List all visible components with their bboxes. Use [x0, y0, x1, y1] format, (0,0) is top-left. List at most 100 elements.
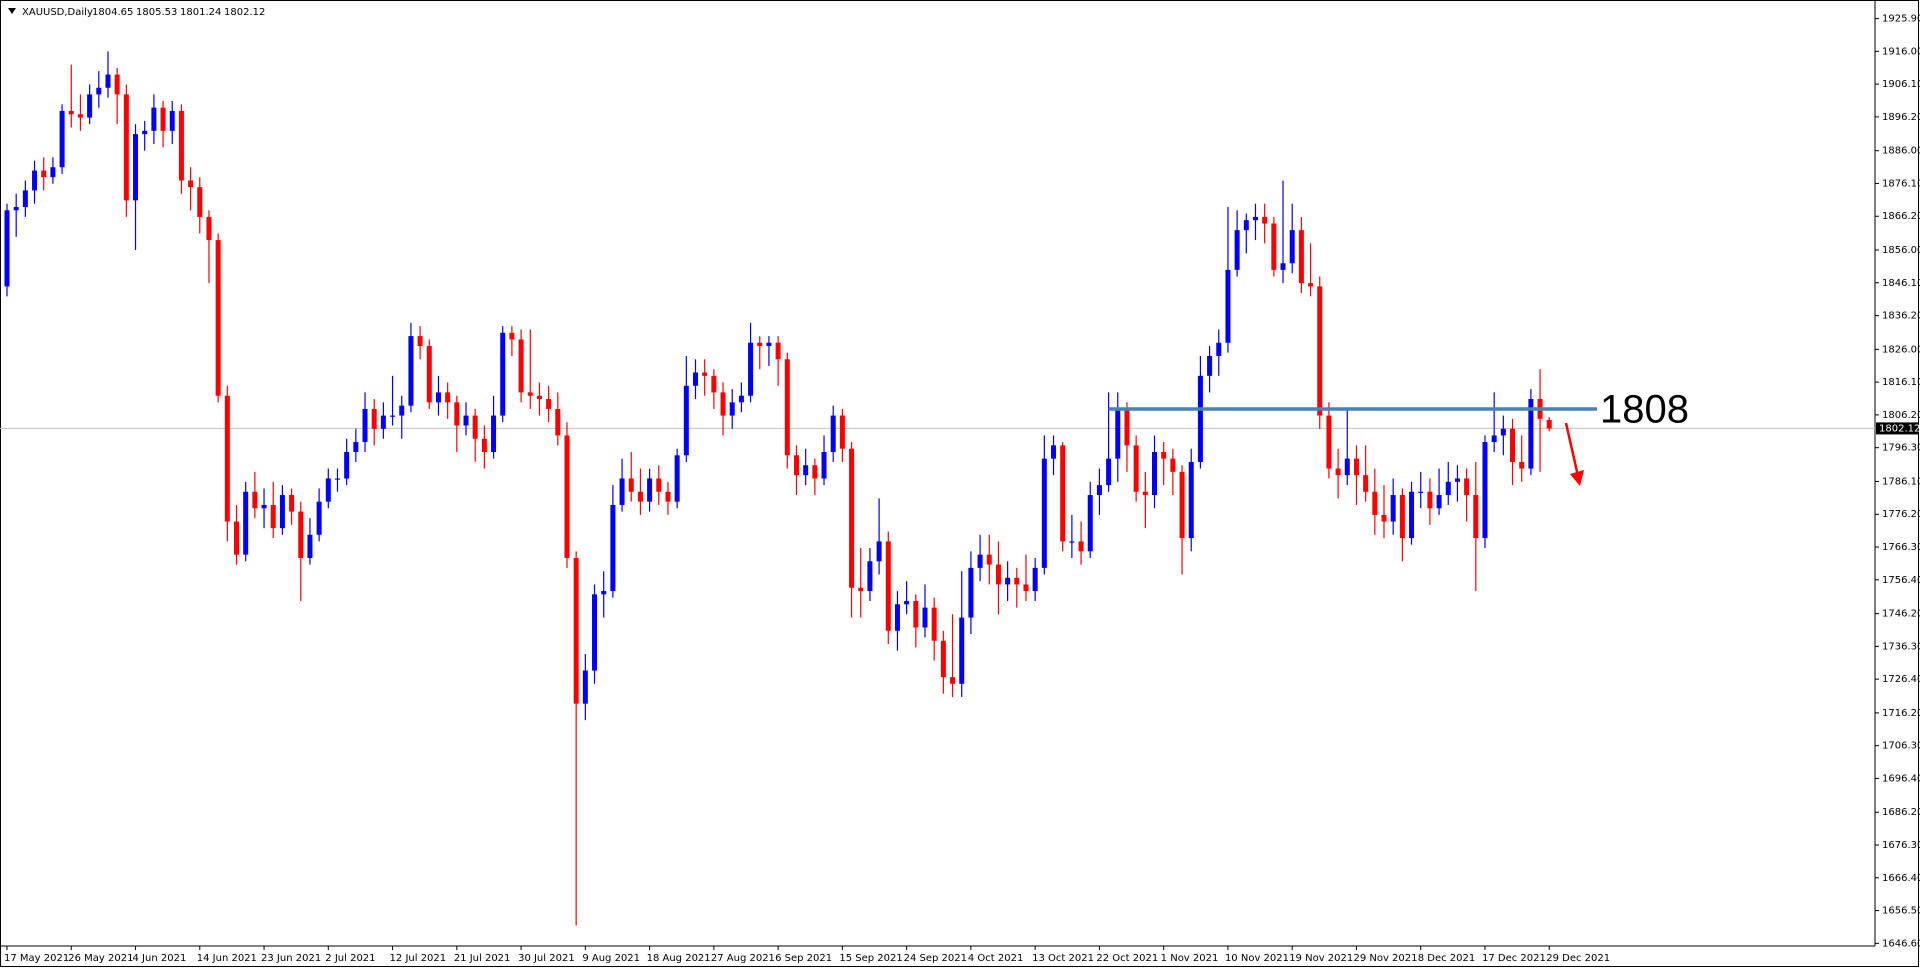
- candle-body: [1409, 491, 1415, 539]
- candle-body: [1115, 408, 1121, 459]
- y-tick-label: 1726.40: [1882, 674, 1920, 685]
- candle-body: [96, 87, 102, 95]
- candle-body: [371, 408, 377, 429]
- candle-body: [1353, 458, 1359, 476]
- candle-body: [1519, 461, 1525, 469]
- candle-body: [555, 408, 561, 436]
- candle-body: [986, 554, 992, 565]
- candle-body: [1464, 478, 1470, 496]
- candle-body: [1436, 495, 1442, 509]
- candle-body: [564, 435, 570, 558]
- candle-body: [1234, 230, 1240, 270]
- candle-body: [1344, 458, 1350, 476]
- candle-body: [683, 385, 689, 456]
- candle-body: [160, 107, 166, 131]
- open-value: 1804.65: [92, 7, 133, 18]
- x-tick-label: 1 Nov 2021: [1161, 953, 1219, 964]
- candle-body: [839, 415, 845, 449]
- candle-body: [1096, 485, 1102, 496]
- y-tick-label: 1826.00: [1882, 344, 1920, 355]
- candle-body: [261, 504, 267, 509]
- low-value: 1801.24: [180, 7, 221, 18]
- candle-body: [702, 372, 708, 376]
- candle-body: [784, 359, 790, 456]
- candle-body: [1363, 475, 1369, 492]
- candle-body: [1197, 375, 1203, 462]
- x-tick-label: 15 Sep 2021: [839, 953, 902, 964]
- candle-body: [77, 114, 83, 118]
- candle-body: [417, 336, 423, 347]
- candle-body: [50, 167, 56, 178]
- candle-body: [1482, 442, 1488, 539]
- candle-body: [123, 94, 129, 201]
- candle-body: [757, 342, 763, 347]
- y-tick-label: 1776.20: [1882, 509, 1920, 520]
- candle-body: [1289, 230, 1295, 264]
- candle-body: [491, 415, 497, 452]
- candle-body: [1087, 495, 1093, 552]
- y-tick-label: 1766.30: [1882, 542, 1920, 553]
- x-tick-label: 17 May 2021: [4, 953, 69, 964]
- candle-body: [1510, 428, 1516, 462]
- candle-body: [1133, 445, 1139, 492]
- candle-body: [1372, 491, 1378, 515]
- x-tick-label: 10 Nov 2021: [1225, 953, 1289, 964]
- candle-body: [527, 392, 533, 396]
- candle-body: [830, 415, 836, 452]
- candle-body: [224, 395, 230, 522]
- candle-body: [142, 130, 148, 135]
- candle-body: [270, 504, 276, 529]
- candle-body: [849, 448, 855, 588]
- candle-body: [1188, 461, 1194, 539]
- candle-body: [500, 332, 506, 416]
- candle-body: [4, 210, 10, 287]
- x-tick-label: 21 Jul 2021: [454, 953, 511, 964]
- candle-body: [812, 465, 818, 479]
- candle-body: [977, 554, 983, 568]
- candle-body: [1326, 415, 1332, 469]
- candle-body: [188, 180, 194, 188]
- candle-body: [536, 395, 542, 400]
- candle-body: [1023, 584, 1029, 592]
- candle-body: [729, 402, 735, 416]
- x-tick-label: 29 Dec 2021: [1546, 953, 1610, 964]
- candle-body: [32, 170, 38, 191]
- candle-body: [821, 451, 827, 479]
- symbol: XAUUSD,Daily: [22, 7, 93, 18]
- candle-body: [454, 402, 460, 426]
- y-tick-label: 1746.20: [1882, 609, 1920, 620]
- candle-body: [793, 455, 799, 476]
- x-tick-label: 22 Oct 2021: [1096, 953, 1158, 964]
- y-tick-label: 1646.60: [1882, 938, 1920, 949]
- candle-body: [738, 395, 744, 403]
- candle-body: [867, 561, 873, 592]
- x-tick-label: 26 May 2021: [68, 953, 133, 964]
- candle-body: [1252, 216, 1258, 221]
- y-tick-label: 1666.40: [1882, 873, 1920, 884]
- candle-body: [876, 541, 882, 562]
- candle-body: [169, 110, 175, 131]
- candle-body: [968, 567, 974, 618]
- candle-body: [390, 415, 396, 417]
- candle-body: [913, 600, 919, 628]
- candle-body: [1454, 478, 1460, 482]
- y-tick-label: 1906.10: [1882, 79, 1920, 90]
- high-value: 1805.53: [136, 7, 177, 18]
- candle-body: [959, 617, 965, 684]
- candle-body: [215, 240, 221, 396]
- candle-body: [619, 478, 625, 505]
- candle-body: [234, 521, 239, 555]
- candle-body: [1225, 269, 1231, 343]
- candle-body: [334, 478, 340, 480]
- close-value: 1802.12: [224, 7, 265, 18]
- candle-body: [665, 491, 671, 502]
- y-tick-label: 1676.30: [1882, 840, 1920, 851]
- y-tick-label: 1876.10: [1882, 178, 1920, 189]
- candle-body: [151, 107, 157, 131]
- candle-body: [252, 491, 258, 509]
- candle-body: [1216, 342, 1222, 356]
- candle-body: [1032, 567, 1038, 592]
